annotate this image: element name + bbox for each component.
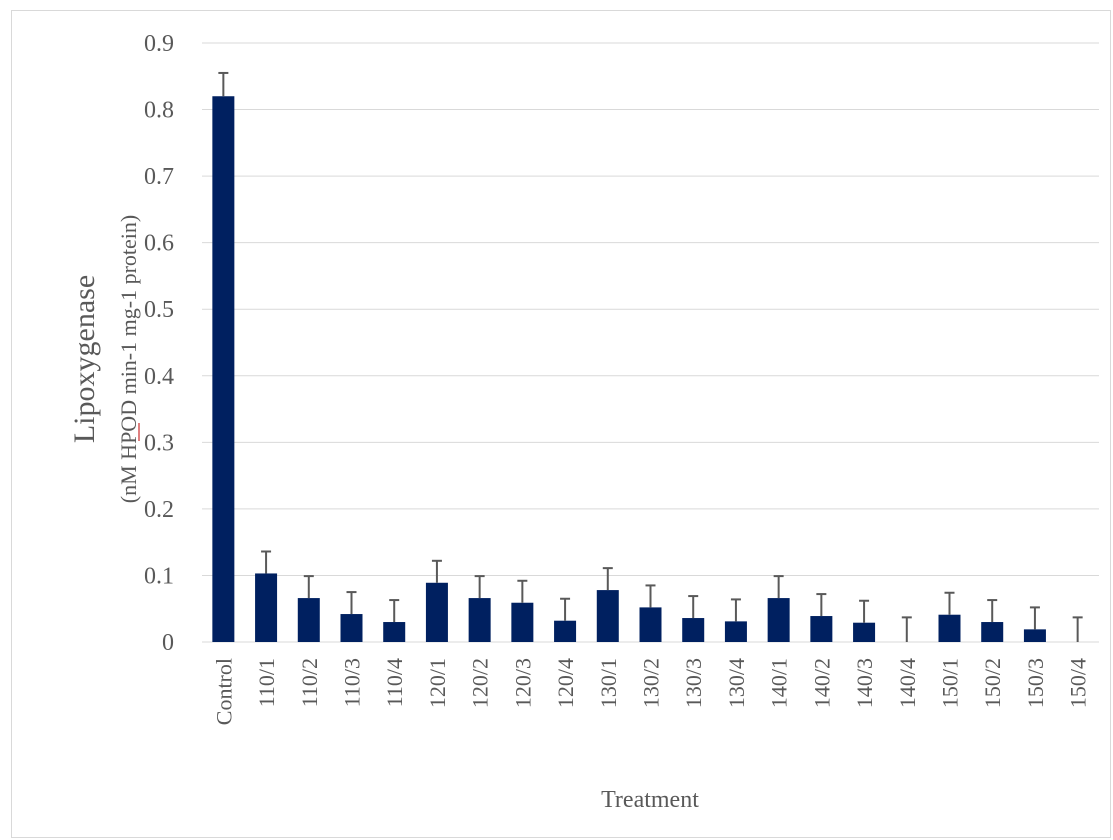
x-tick-label: 150/4 [1066,658,1091,708]
x-tick-label: 120/3 [510,658,535,708]
y-tick-label: 0.4 [144,364,174,390]
bar [554,620,577,642]
x-tick-label: 110/4 [382,658,407,707]
bar [425,582,448,642]
x-tick-label: 110/1 [254,658,279,707]
bar [682,618,705,642]
y-tick-label: 0.5 [144,297,174,323]
bar [767,598,790,642]
x-tick-label: Control [211,658,236,725]
y-tick-label: 0.8 [144,98,174,124]
y-axis-title: Lipoxygenase [68,275,101,443]
x-tick-label: 130/1 [596,658,621,708]
y-tick-label: 0 [162,630,174,656]
bar [340,614,363,642]
bar [724,621,747,642]
y-tick-label: 0.9 [144,31,174,57]
bar [383,622,406,642]
y-tick-label: 0.1 [144,563,174,589]
x-tick-label: 140/1 [767,658,792,708]
x-tick-label: 130/3 [681,658,706,708]
bars [212,96,1046,642]
x-tick-label: 140/2 [809,658,834,708]
chart-area: 0 0.1 0.2 0.3 0.4 0.5 0.6 0.7 0.8 0.9 Control 110/… [11,10,1111,838]
y-axis-units: (nM HPOD min-1 mg-1 protein) [116,215,141,503]
error-bars [218,71,1083,642]
y-tick-labels: 0 0.1 0.2 0.3 0.4 0.5 0.6 0.7 0.8 0.9 [144,31,174,656]
x-tick-label: 110/2 [297,658,322,707]
bar [212,96,235,642]
bar [297,598,320,642]
y-tick-label: 0.7 [144,164,174,190]
bar [639,607,662,642]
y-tick-label: 0.3 [144,430,174,456]
x-tick-label: 130/4 [724,658,749,708]
x-tick-label: 120/2 [468,658,493,708]
x-tick-label: 140/4 [895,658,920,708]
x-tick-label: 150/1 [938,658,963,708]
bar [810,616,833,642]
bar [255,573,278,642]
x-axis-title: Treatment [601,787,699,813]
bar [981,622,1004,642]
x-tick-label: 130/2 [639,658,664,708]
x-tick-label: 110/3 [340,658,365,707]
bar [853,622,876,642]
x-tick-labels: Control 110/1 110/2 110/3 110/4 120/1 120/2 120… [211,658,1090,725]
bar [511,602,534,642]
bar [1023,629,1046,642]
bar [596,590,619,642]
x-tick-label: 150/3 [1023,658,1048,708]
y-tick-label: 0.6 [144,231,174,257]
x-tick-label: 120/4 [553,658,578,708]
y-tick-label: 0.2 [144,497,174,523]
bar [468,598,491,642]
x-tick-label: 150/2 [980,658,1005,708]
x-tick-label: 120/1 [425,658,450,708]
bar [938,614,961,642]
bar-chart: 0 0.1 0.2 0.3 0.4 0.5 0.6 0.7 0.8 0.9 Control 110/… [68,31,1099,813]
x-tick-label: 140/3 [852,658,877,708]
gridlines [202,42,1099,643]
